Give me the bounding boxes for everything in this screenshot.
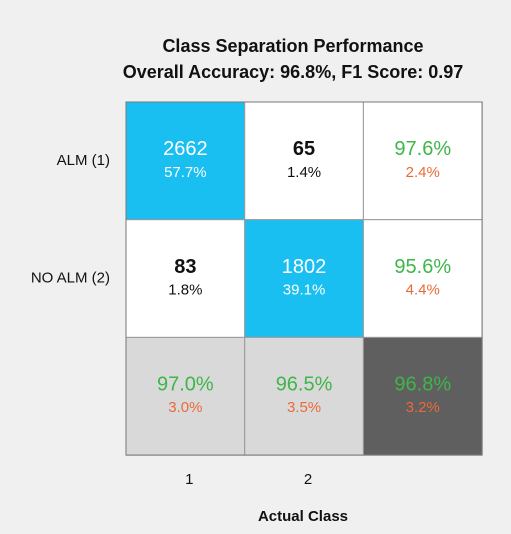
cell [362,219,483,338]
cell [362,101,483,221]
cell-count: 96.5% [276,374,333,396]
cell-count: 65 [293,138,315,160]
cell [125,336,246,456]
cell-percent: 39.1% [283,282,326,299]
cell [362,336,483,456]
matrix-border [125,101,483,456]
column-label: 1 [185,471,193,488]
row-label: NO ALM (2) [31,270,110,287]
column-label: 2 [304,471,312,488]
cell-count: 97.0% [157,374,214,396]
cell-count: 83 [174,256,196,278]
cell [244,336,364,456]
cell-count: 2662 [163,138,208,160]
x-axis-label: Actual Class [258,508,348,525]
cell-count: 97.6% [394,138,451,160]
cell-percent: 3.2% [406,399,440,416]
cell [125,101,246,221]
row-label: ALM (1) [57,152,110,169]
cell-percent: 1.8% [168,282,202,299]
cell-percent: 2.4% [406,164,440,181]
cell-count: 95.6% [394,256,451,278]
cell-percent: 3.5% [287,399,321,416]
cell [125,219,246,338]
cell-percent: 4.4% [406,282,440,299]
cell-percent: 3.0% [168,399,202,416]
cell [244,219,364,338]
cell-count: 1802 [282,256,327,278]
cell-count: 96.8% [394,374,451,396]
chart-title: Class Separation Performance [162,36,423,56]
cell [244,101,364,221]
chart-subtitle: Overall Accuracy: 96.8%, F1 Score: 0.97 [123,62,464,82]
cell-percent: 1.4% [287,164,321,181]
cell-percent: 57.7% [164,164,207,181]
